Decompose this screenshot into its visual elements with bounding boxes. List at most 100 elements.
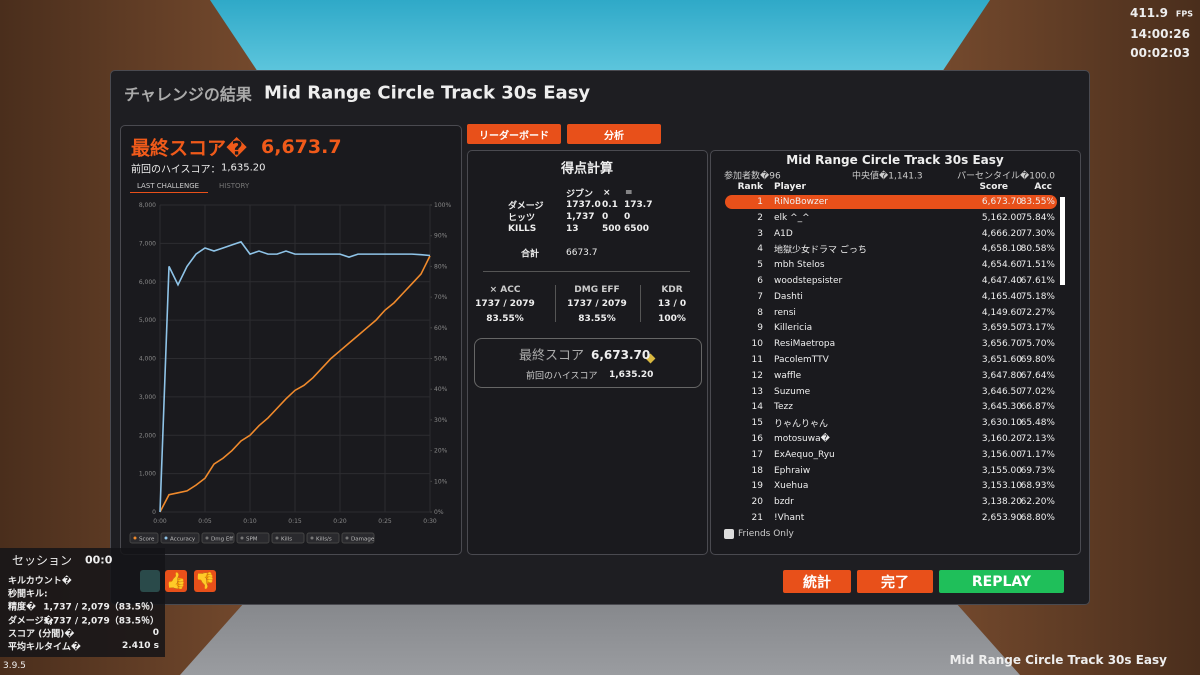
- y-tick-label: 3,000: [139, 394, 156, 401]
- lb-cell: 18: [751, 465, 763, 476]
- y2-tick-label: 40%: [434, 386, 448, 393]
- lb-cell: 19: [751, 481, 763, 492]
- lb-cell: 83.55%: [1020, 197, 1055, 207]
- lb-cell: 4,165.40: [981, 291, 1022, 302]
- lb-cell: woodstepsister: [774, 276, 843, 286]
- lb-cell: Suzume: [774, 386, 811, 397]
- session-label: スコア (分間)�: [8, 629, 75, 640]
- legend-dot: [345, 536, 349, 540]
- lb-cell: 3,645.30: [981, 402, 1022, 413]
- tab-underline: [130, 192, 208, 193]
- final-value: 6,673.70: [591, 348, 651, 362]
- calc-header: =: [625, 188, 633, 198]
- total-value: 6673.7: [566, 248, 598, 258]
- lb-cell: 69.80%: [1020, 355, 1055, 365]
- divider: [640, 285, 641, 322]
- elapsed: 00:02:03: [1130, 46, 1190, 60]
- lb-cell: 13: [751, 386, 763, 397]
- highlight-row: [725, 195, 1057, 209]
- y2-tick-label: 50%: [434, 356, 448, 363]
- lb-cell: Killericia: [774, 323, 813, 334]
- session-title: セッション: [12, 553, 73, 568]
- legend-dot: [275, 536, 279, 540]
- stat-label: KDR: [661, 285, 683, 295]
- lb-stat: 中央値�1,141.3: [852, 171, 923, 182]
- button[interactable]: 分析: [567, 124, 661, 144]
- button[interactable]: リーダーボード: [467, 124, 561, 144]
- stat-pct: 83.55%: [578, 314, 616, 324]
- y2-tick-label: 0%: [434, 509, 444, 516]
- version: 3.9.5: [3, 661, 26, 671]
- lb-cell: 71.51%: [1020, 260, 1055, 271]
- button[interactable]: 統計: [783, 570, 851, 593]
- x-tick-label: 0:00: [153, 518, 167, 525]
- calc-cell: 0.1: [602, 200, 618, 210]
- legend-dot: [205, 536, 209, 540]
- lb-cell: 71.17%: [1020, 449, 1055, 460]
- icon[interactable]: [140, 570, 160, 592]
- legend-dot: [164, 536, 168, 540]
- lb-cell: 67.61%: [1020, 276, 1055, 286]
- scenario-name: Mid Range Circle Track 30s Easy: [949, 653, 1167, 667]
- fps-unit: FPS: [1175, 9, 1193, 19]
- scrollbar[interactable]: [1060, 197, 1065, 285]
- stat-ratio: 1737 / 2079: [475, 299, 535, 309]
- legend-label: Accuracy: [170, 537, 196, 543]
- lb-cell: ExAequo_Ryu: [774, 449, 835, 460]
- y2-tick-label: 10%: [434, 478, 448, 485]
- y2-tick-label: 20%: [434, 448, 448, 455]
- x-tick-label: 0:30: [423, 518, 437, 525]
- final-label: 最終スコア: [519, 348, 585, 364]
- x-tick-label: 0:05: [198, 518, 212, 525]
- total-label: 合計: [521, 249, 540, 260]
- prev-label: 前回のハイスコア：: [131, 164, 221, 176]
- lb-cell: Dashti: [774, 291, 803, 302]
- lb-cell: 17: [751, 449, 763, 460]
- lb-cell: 4: [757, 244, 763, 255]
- title-prefix: チャレンジの結果: [124, 85, 252, 104]
- session-label: ダメージ�: [8, 616, 54, 627]
- friends-only[interactable]: Friends Only: [738, 529, 794, 539]
- y-tick-label: 6,000: [139, 279, 156, 286]
- lb-header: Rank: [737, 182, 763, 192]
- stat-ratio: 13 / 0: [657, 299, 687, 309]
- lb-cell: 77.02%: [1020, 386, 1055, 397]
- thumbs-down[interactable]: 👎: [194, 570, 216, 592]
- button[interactable]: 完了: [857, 570, 933, 593]
- tab[interactable]: LAST CHALLENGE: [137, 182, 200, 190]
- calc-cell: 173.7: [624, 200, 653, 210]
- final-box: [474, 338, 702, 388]
- lb-cell: 75.70%: [1020, 339, 1055, 350]
- lb-cell: 3,656.70: [981, 339, 1022, 350]
- tab[interactable]: HISTORY: [219, 182, 250, 190]
- lb-cell: 6,673.70: [981, 197, 1022, 207]
- y2-tick-label: 70%: [434, 294, 448, 301]
- lb-cell: PacolemTTV: [774, 355, 829, 365]
- button[interactable]: REPLAY: [939, 570, 1064, 593]
- fps: 411.9: [1130, 6, 1168, 20]
- session-value: 1,737 / 2,079（83.5％）: [43, 616, 159, 627]
- y2-tick-label: 90%: [434, 233, 448, 240]
- lb-cell: mbh Stelos: [774, 260, 825, 271]
- y2-tick-label: 80%: [434, 263, 448, 270]
- calc-header: ジブン: [566, 189, 594, 200]
- lb-cell: 12: [751, 370, 763, 381]
- final-label: 最終スコア�: [131, 137, 248, 160]
- lb-cell: 16: [751, 434, 763, 444]
- lb-cell: 68.80%: [1020, 513, 1055, 523]
- lb-cell: Tezz: [774, 402, 793, 413]
- checkbox[interactable]: [724, 529, 734, 539]
- legend-dot: [310, 536, 314, 540]
- lb-cell: 2: [757, 212, 763, 223]
- lb-cell: 21: [751, 513, 763, 523]
- lb-title: Mid Range Circle Track 30s Easy: [786, 153, 1004, 167]
- thumbs-up[interactable]: 👍: [165, 570, 187, 592]
- legend-label: Kills: [281, 537, 292, 543]
- calc-title: 得点計算: [560, 161, 614, 177]
- session-value: 1,737 / 2,079（83.5％）: [43, 602, 159, 613]
- lb-stat: パーセンタイル�100.0: [957, 171, 1055, 182]
- legend-dot: [240, 536, 244, 540]
- y-tick-label: 5,000: [139, 317, 156, 324]
- clock: 14:00:26: [1130, 27, 1190, 41]
